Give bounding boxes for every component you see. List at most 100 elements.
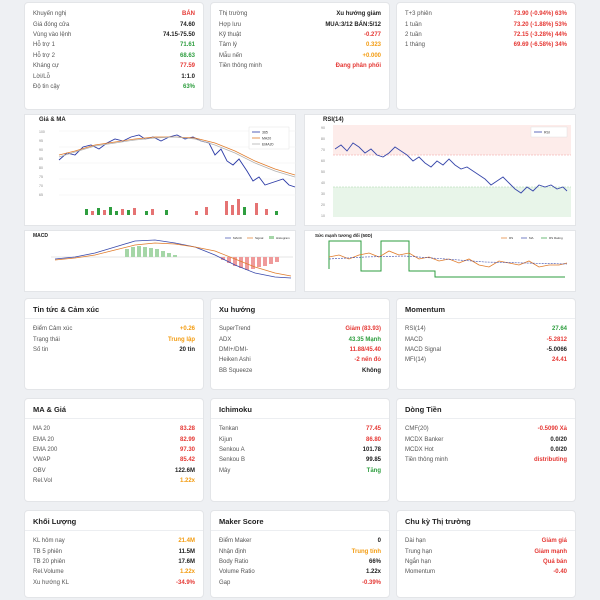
cycle-card: Chu kỳ Thị trường Dài hạn Giảm giá Trung hạ… — [396, 510, 576, 598]
metric-value: 0.323 — [365, 42, 381, 49]
metric-value: 86.80 — [365, 436, 381, 443]
metric-value: Giảm (83.93) — [345, 326, 381, 333]
price-ytick: 75 — [39, 175, 43, 179]
metric-value: Trung lập — [168, 336, 195, 343]
rsi-line — [334, 142, 568, 194]
macd-chart-title: MACD — [33, 233, 48, 239]
metric-value: 20 tin — [179, 346, 195, 353]
metric-value: 73.20 (-1.88%) 53% — [513, 21, 567, 28]
metric-value: 85.42 — [179, 457, 195, 464]
rsi-ytick: 60 — [321, 159, 325, 163]
metric-row: Senkou A 101.78 — [219, 445, 381, 455]
ma-card: MA & Giá MA 20 83.28 EMA 20 82.99 EMA 200 97.3… — [24, 398, 204, 502]
cashflow-card: Dòng Tiền CMF(20) -0.5090 Xả MCDX Banker 0.0… — [396, 398, 576, 502]
metric-row: Thị trường Xu hướng giảm — [219, 9, 381, 19]
metric-label: Volume Ratio — [219, 569, 255, 576]
macd-chart: MACD MACD Signa — [24, 230, 296, 292]
metric-label: Gap — [219, 579, 231, 586]
card-title: Xu hướng — [211, 299, 389, 319]
metric-row: Xu hướng KL -34.9% — [33, 578, 195, 588]
metric-row: Senkou B 99.85 — [219, 455, 381, 465]
metric-value: -0.277 — [363, 31, 381, 38]
metric-value: Quá bán — [542, 558, 567, 565]
metric-row: ADX 43.35 Mạnh — [219, 334, 381, 344]
metric-row: 1 tháng 69.69 (-6.58%) 34% — [405, 40, 567, 50]
rs-line — [328, 250, 568, 268]
card-rows: MA 20 83.28 EMA 20 82.99 EMA 200 97.30 VWAP 85.… — [25, 419, 203, 486]
metric-value: Đang phân phối — [335, 63, 381, 70]
metric-value: 99.85 — [365, 457, 381, 464]
macd-line — [54, 239, 292, 279]
metric-label: MACD Signal — [405, 346, 442, 353]
metric-value: Giảm mạnh — [534, 548, 567, 555]
price-chart-svg: 100 95 90 85 80 75 70 65 365 MA20 EMA20 — [39, 126, 310, 215]
metric-label: ADX — [219, 336, 232, 343]
metric-label: Mây — [219, 467, 231, 474]
momentum-card: Momentum RSI(14) 27.64 MACD -5.2812 MACD Sign… — [396, 298, 576, 390]
metric-row: Tiền thông minh distributing — [405, 455, 567, 465]
metric-label: Senkou A — [219, 446, 245, 453]
card-title: Khối Lượng — [25, 511, 203, 531]
metric-row: Gap -0.39% — [219, 578, 381, 588]
metric-value: Trung tính — [351, 548, 381, 555]
news-card: Tin tức & Cảm xúc Điểm Cảm xúc +0.26 Trạng … — [24, 298, 204, 390]
metric-row: Số tin 20 tin — [33, 345, 195, 355]
metric-row: Hỗ trợ 2 68.63 — [33, 51, 195, 61]
metric-row: RSI(14) 27.64 — [405, 324, 567, 334]
metric-row: Kỹ thuật -0.277 — [219, 30, 381, 40]
metric-value: 71.61 — [179, 42, 195, 49]
market-rows: Thị trường Xu hướng giảm Hợp lưu MUA:3/12 B… — [211, 3, 389, 71]
metric-row: Tenkan 77.45 — [219, 424, 381, 434]
metric-value: Xu hướng giảm — [336, 11, 381, 18]
metric-label: EMA 20 — [33, 436, 55, 443]
metric-row: BB Squeeze Không — [219, 366, 381, 376]
metric-row: Momentum -0.40 — [405, 567, 567, 577]
card-rows: Điểm Maker 0 Nhận định Trung tính Body Ratio… — [211, 531, 389, 588]
ichimoku-card: Ichimoku Tenkan 77.45 Kijun 86.80 Senkou A 101… — [210, 398, 390, 502]
metric-value: 74.15-75.50 — [162, 31, 195, 38]
rsi-ytick: 70 — [321, 148, 325, 152]
metric-label: VWAP — [33, 457, 51, 464]
card-rows: RSI(14) 27.64 MACD -5.2812 MACD Signal -5.006… — [397, 319, 575, 366]
volume-card: Khối Lượng KL hôm nay 21.4M TB 5 phiên 11.5M… — [24, 510, 204, 598]
metric-label: RSI(14) — [405, 326, 426, 333]
metric-row: MA 20 83.28 — [33, 424, 195, 434]
relative-strength-chart: Sức mạnh tương đối (50D) RS MA RS Rating — [304, 230, 576, 292]
metric-row: Hợp lưu MUA:3/12 BÁN:5/12 — [219, 19, 381, 29]
metric-value: -5.0066 — [546, 346, 567, 353]
metric-row: Dài hạn Giảm giá — [405, 536, 567, 546]
metric-value: 0.0/20 — [550, 436, 567, 443]
metric-label: Trung hạn — [405, 548, 433, 555]
metric-row: Tiền thông minh Đang phân phối — [219, 61, 381, 71]
metric-value: 1.22x — [179, 478, 195, 485]
volume-bars — [85, 199, 278, 215]
market-card: Thị trường Xu hướng giảm Hợp lưu MUA:3/12 B… — [210, 2, 390, 110]
metric-label: Thị trường — [219, 11, 248, 18]
metric-value: 66% — [368, 558, 381, 565]
metric-row: Điểm Maker 0 — [219, 536, 381, 546]
metric-value: 11.5M — [178, 548, 195, 555]
metric-value: 27.64 — [551, 326, 567, 333]
metric-label: Tenkan — [219, 426, 239, 433]
metric-label: 2 tuần — [405, 31, 422, 38]
metric-row: MCDX Banker 0.0/20 — [405, 434, 567, 444]
price-ytick: 100 — [39, 130, 45, 134]
strength-legend-label: MA — [529, 236, 534, 240]
metric-row: 2 tuần 72.15 (-3.28%) 44% — [405, 30, 567, 40]
metric-value: 11.88/45.40 — [349, 346, 381, 353]
recommendation-card: Khuyến nghị BÁN Giá đóng cửa 74.60 Vùng vào … — [24, 2, 204, 110]
metric-label: Vùng vào lệnh — [33, 31, 72, 38]
metric-row: EMA 20 82.99 — [33, 434, 195, 444]
metric-value: Tăng — [366, 467, 381, 474]
metric-row: CMF(20) -0.5090 Xả — [405, 424, 567, 434]
metric-label: Kijun — [219, 436, 233, 443]
ema20-line — [58, 136, 296, 178]
price-ytick: 95 — [39, 139, 43, 143]
metric-label: MA 20 — [33, 426, 51, 433]
metric-label: Dài hạn — [405, 538, 426, 545]
metric-value: 82.99 — [179, 436, 195, 443]
rsi-ytick: 90 — [321, 126, 325, 130]
metric-value: 0 — [377, 538, 381, 545]
card-title: Momentum — [397, 299, 575, 319]
